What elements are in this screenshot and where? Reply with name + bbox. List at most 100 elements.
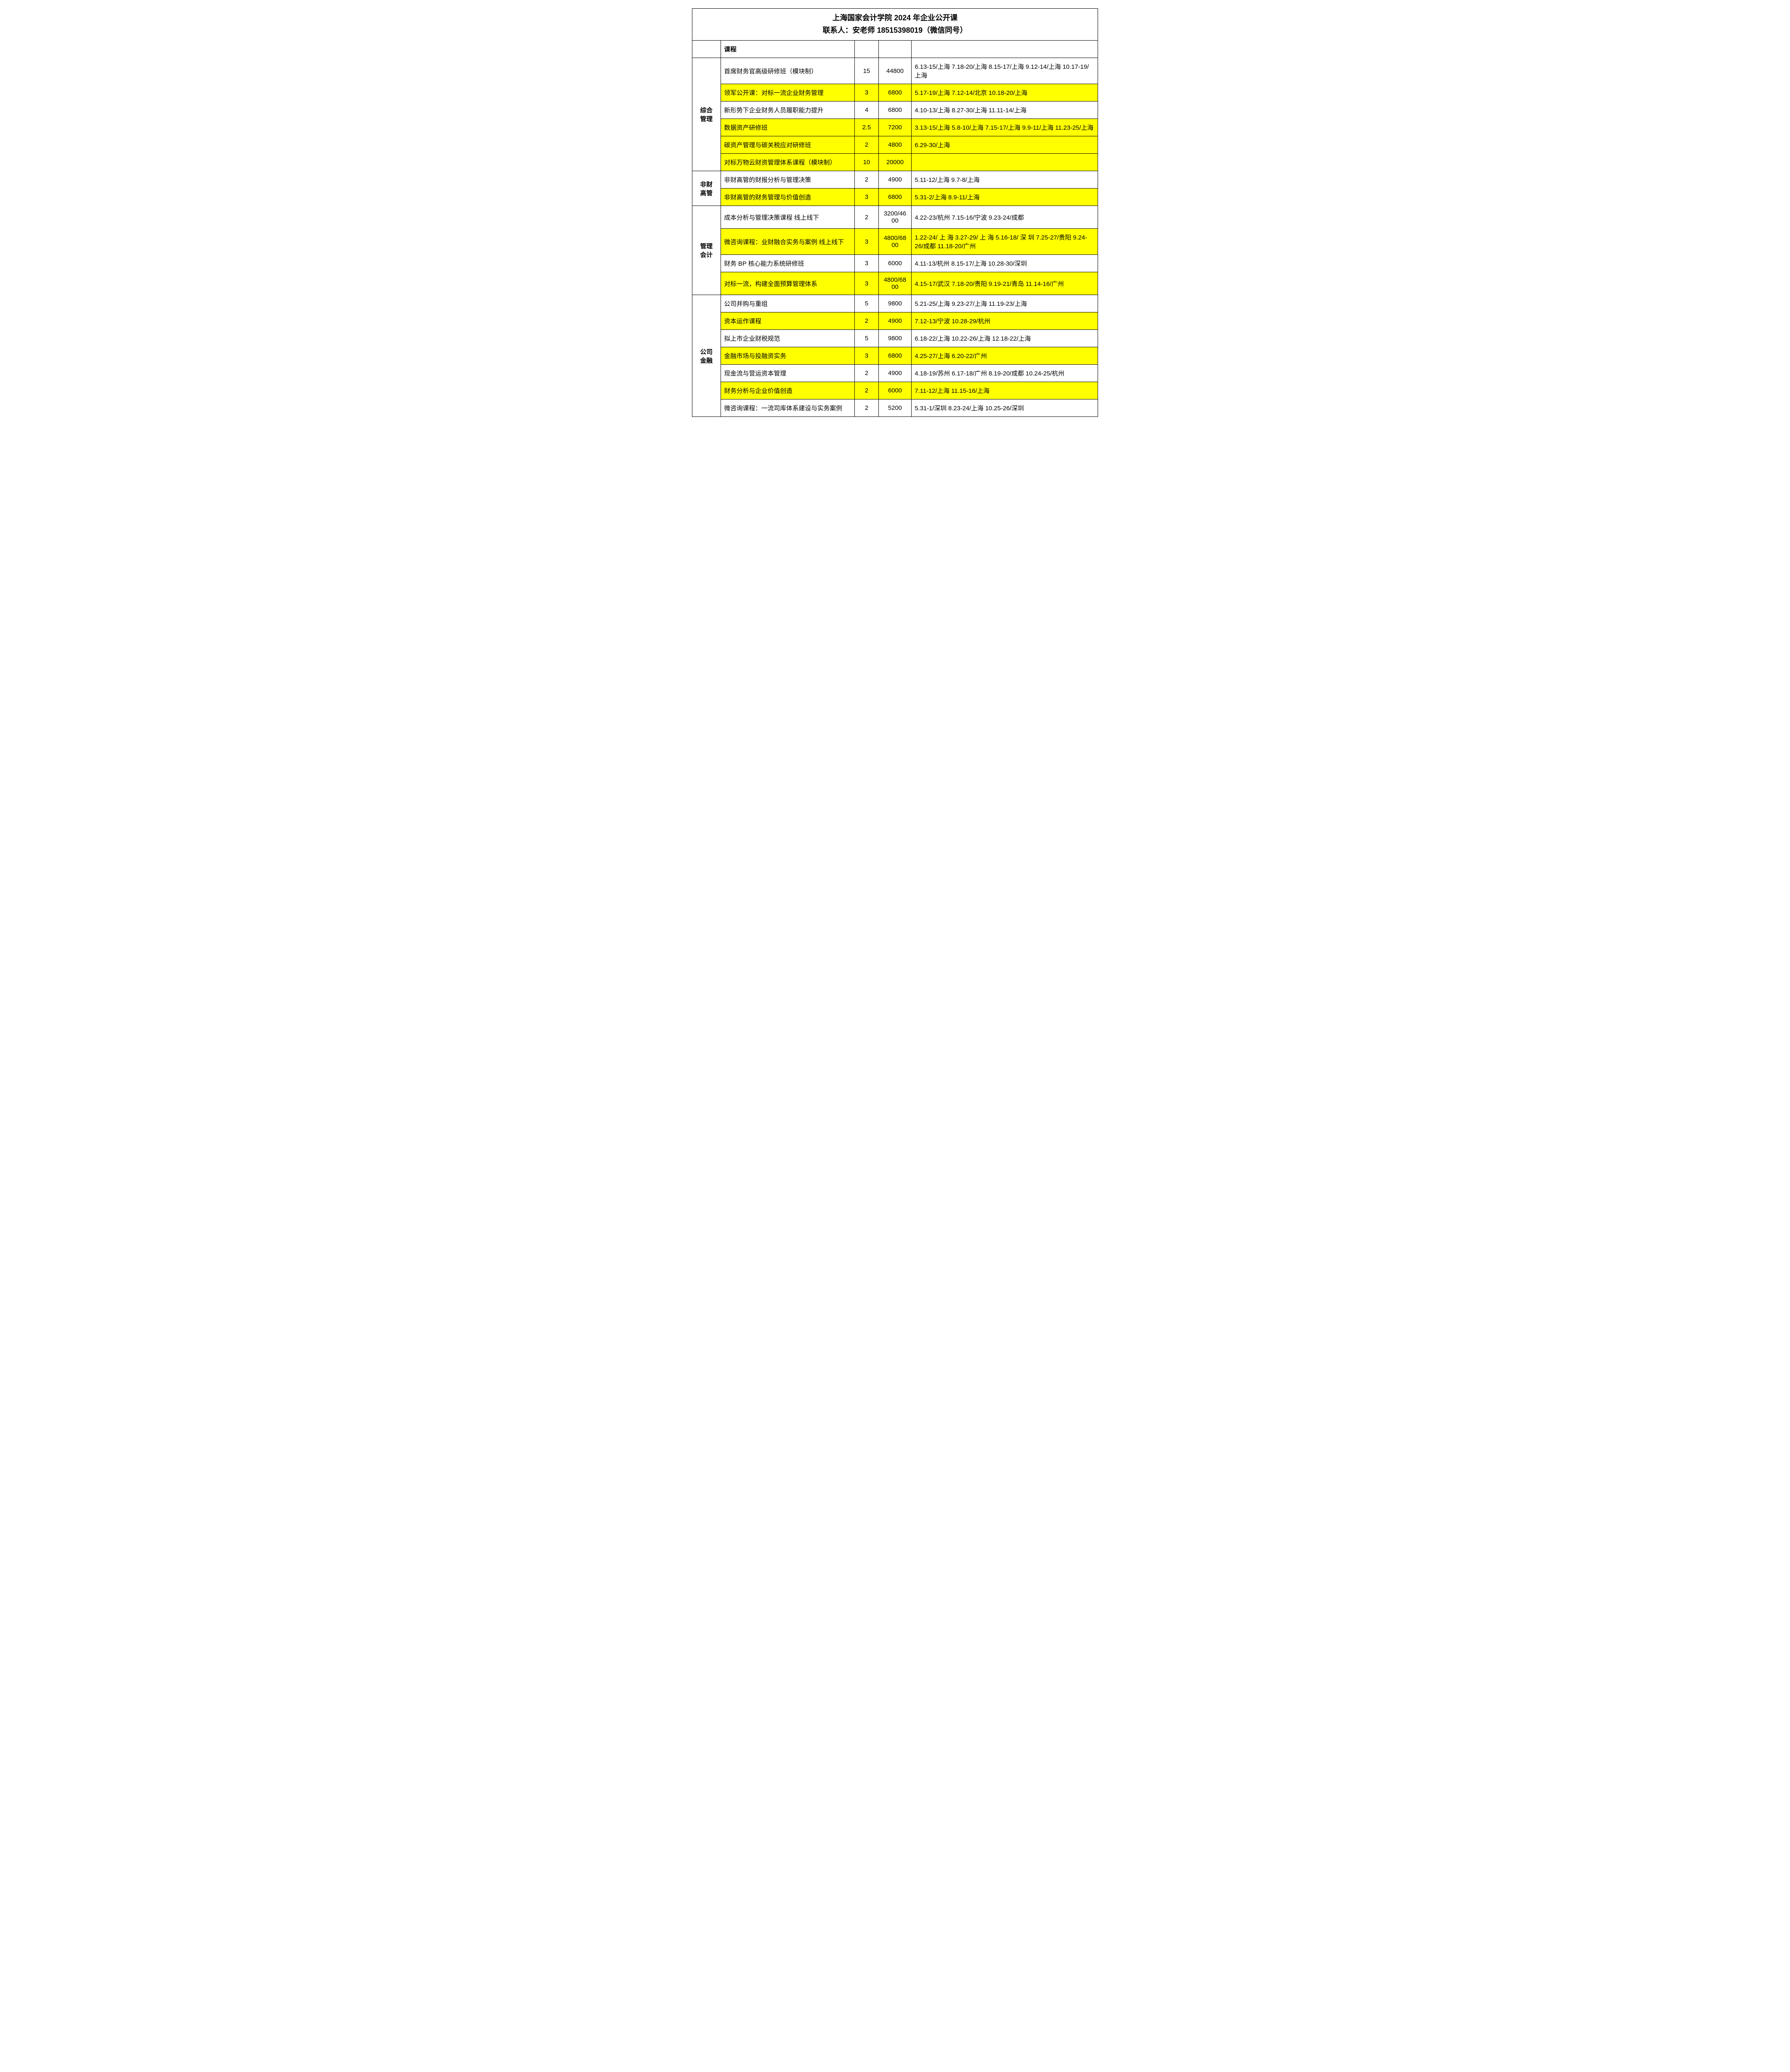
course-cell: 财务 BP 核心能力系统研修班 — [721, 255, 854, 272]
days-cell: 15 — [854, 58, 879, 84]
schedule-cell: 4.15-17/武汉 7.18-20/贵阳 9.19-21/青岛 11.14-1… — [911, 272, 1098, 295]
table-row: 非财高管非财高管的财报分析与管理决策249005.11-12/上海 9.7-8/… — [692, 171, 1098, 189]
course-cell: 公司并购与重组 — [721, 295, 854, 312]
table-row: 拟上市企业财税规范598006.18-22/上海 10.22-26/上海 12.… — [692, 330, 1098, 347]
table-row: 数据资产研修班2.57200 3.13-15/上海 5.8-10/上海 7.15… — [692, 119, 1098, 136]
price-cell: 6800 — [879, 102, 911, 119]
th-schedule — [911, 41, 1098, 58]
schedule-cell: 4.25-27/上海 6.20-22/广州 — [911, 347, 1098, 365]
course-cell: 拟上市企业财税规范 — [721, 330, 854, 347]
days-cell: 2 — [854, 136, 879, 154]
table-row: 领军公开课：对标一流企业财务管理368005.17-19/上海 7.12-14/… — [692, 84, 1098, 102]
table-row: 公司金融公司并购与重组59800 5.21-25/上海 9.23-27/上海 1… — [692, 295, 1098, 312]
schedule-cell: 4.11-13/杭州 8.15-17/上海 10.28-30/深圳 — [911, 255, 1098, 272]
price-cell: 6800 — [879, 189, 911, 206]
category-cell: 非财高管 — [692, 171, 721, 206]
course-cell: 金融市场与投融资实务 — [721, 347, 854, 365]
schedule-cell: 4.22-23/杭州 7.15-16/宁波 9.23-24/成都 — [911, 206, 1098, 229]
schedule-cell: 5.31-2/上海 8.9-11/上海 — [911, 189, 1098, 206]
days-cell: 2.5 — [854, 119, 879, 136]
table-row: 对标一流，构建全面预算管理体系34800/68004.15-17/武汉 7.18… — [692, 272, 1098, 295]
price-cell: 4800 — [879, 136, 911, 154]
table-row: 对标万物云财资管理体系课程（模块制）1020000 — [692, 154, 1098, 171]
schedule-cell: 7.11-12/上海 11.15-16/上海 — [911, 382, 1098, 399]
th-course: 课程 — [721, 41, 854, 58]
days-cell: 2 — [854, 312, 879, 330]
days-cell: 10 — [854, 154, 879, 171]
category-cell: 公司金融 — [692, 295, 721, 417]
days-cell: 3 — [854, 229, 879, 255]
days-cell: 2 — [854, 365, 879, 382]
course-cell: 领军公开课：对标一流企业财务管理 — [721, 84, 854, 102]
table-row: 微咨询课程：一流司库体系建设与实务案例25200 5.31-1/深圳 8.23-… — [692, 399, 1098, 417]
price-cell: 4900 — [879, 312, 911, 330]
course-cell: 微咨询课程：一流司库体系建设与实务案例 — [721, 399, 854, 417]
price-cell: 7200 — [879, 119, 911, 136]
schedule-cell: 6.18-22/上海 10.22-26/上海 12.18-22/上海 — [911, 330, 1098, 347]
course-cell: 微咨询课程：业财融合实务与案例 线上线下 — [721, 229, 854, 255]
price-cell: 9800 — [879, 330, 911, 347]
price-cell: 5200 — [879, 399, 911, 417]
price-cell: 6000 — [879, 255, 911, 272]
table-row: 财务 BP 核心能力系统研修班360004.11-13/杭州 8.15-17/上… — [692, 255, 1098, 272]
days-cell: 3 — [854, 347, 879, 365]
price-cell: 3200/4600 — [879, 206, 911, 229]
course-cell: 成本分析与管理决策课程 线上线下 — [721, 206, 854, 229]
schedule-cell: 5.21-25/上海 9.23-27/上海 11.19-23/上海 — [911, 295, 1098, 312]
table-body: 综合管理首席财务官高级研修班（模块制）1544800 6.13-15/上海 7.… — [692, 58, 1098, 417]
table-row: 非财高管的财务管理与价值创造368005.31-2/上海 8.9-11/上海 — [692, 189, 1098, 206]
days-cell: 2 — [854, 206, 879, 229]
table-header-row: 课程 — [692, 41, 1098, 58]
days-cell: 3 — [854, 84, 879, 102]
category-cell: 综合管理 — [692, 58, 721, 171]
schedule-cell: 5.31-1/深圳 8.23-24/上海 10.25-26/深圳 — [911, 399, 1098, 417]
schedule-cell: 5.17-19/上海 7.12-14/北京 10.18-20/上海 — [911, 84, 1098, 102]
days-cell: 2 — [854, 382, 879, 399]
price-cell: 4800/6800 — [879, 272, 911, 295]
price-cell: 44800 — [879, 58, 911, 84]
schedule-cell: 3.13-15/上海 5.8-10/上海 7.15-17/上海 9.9-11/上… — [911, 119, 1098, 136]
table-row: 财务分析与企业价值创造260007.11-12/上海 11.15-16/上海 — [692, 382, 1098, 399]
schedule-cell: 4.10-13/上海 8.27-30/上海 11.11-14/上海 — [911, 102, 1098, 119]
schedule-cell: 7.12-13/宁波 10.28-29/杭州 — [911, 312, 1098, 330]
course-cell: 非财高管的财报分析与管理决策 — [721, 171, 854, 189]
course-cell: 数据资产研修班 — [721, 119, 854, 136]
course-cell: 财务分析与企业价值创造 — [721, 382, 854, 399]
days-cell: 3 — [854, 272, 879, 295]
table-row: 金融市场与投融资实务36800 4.25-27/上海 6.20-22/广州 — [692, 347, 1098, 365]
table-row: 资本运作课程249007.12-13/宁波 10.28-29/杭州 — [692, 312, 1098, 330]
table-row: 现金流与营运资本管理24900 4.18-19/苏州 6.17-18/广州 8.… — [692, 365, 1098, 382]
table-row: 碳资产管理与碳关税应对研修班248006.29-30/上海 — [692, 136, 1098, 154]
category-cell: 管理会计 — [692, 206, 721, 295]
table-row: 微咨询课程：业财融合实务与案例 线上线下34800/6800 1.22-24/ … — [692, 229, 1098, 255]
schedule-cell: 5.11-12/上海 9.7-8/上海 — [911, 171, 1098, 189]
table-row: 管理会计成本分析与管理决策课程 线上线下23200/4600 4.22-23/杭… — [692, 206, 1098, 229]
page-title: 上海国家会计学院 2024 年企业公开课 — [692, 9, 1098, 24]
course-cell: 对标万物云财资管理体系课程（模块制） — [721, 154, 854, 171]
schedule-cell — [911, 154, 1098, 171]
days-cell: 5 — [854, 295, 879, 312]
course-cell: 新形势下企业财务人员履职能力提升 — [721, 102, 854, 119]
days-cell: 2 — [854, 171, 879, 189]
table-row: 新形势下企业财务人员履职能力提升468004.10-13/上海 8.27-30/… — [692, 102, 1098, 119]
days-cell: 5 — [854, 330, 879, 347]
price-cell: 4900 — [879, 365, 911, 382]
schedule-cell: 6.29-30/上海 — [911, 136, 1098, 154]
schedule-cell: 1.22-24/ 上 海 3.27-29/ 上 海 5.16-18/ 深 圳 7… — [911, 229, 1098, 255]
schedule-cell: 4.18-19/苏州 6.17-18/广州 8.19-20/成都 10.24-2… — [911, 365, 1098, 382]
course-cell: 资本运作课程 — [721, 312, 854, 330]
th-category — [692, 41, 721, 58]
course-table: 课程 综合管理首席财务官高级研修班（模块制）1544800 6.13-15/上海… — [692, 40, 1098, 417]
price-cell: 4900 — [879, 171, 911, 189]
course-cell: 首席财务官高级研修班（模块制） — [721, 58, 854, 84]
course-cell: 非财高管的财务管理与价值创造 — [721, 189, 854, 206]
days-cell: 2 — [854, 399, 879, 417]
price-cell: 9800 — [879, 295, 911, 312]
days-cell: 3 — [854, 255, 879, 272]
price-cell: 6800 — [879, 347, 911, 365]
contact-line: 联系人：安老师 18515398019（微信同号） — [692, 24, 1098, 40]
price-cell: 6800 — [879, 84, 911, 102]
price-cell: 4800/6800 — [879, 229, 911, 255]
course-cell: 碳资产管理与碳关税应对研修班 — [721, 136, 854, 154]
price-cell: 6000 — [879, 382, 911, 399]
